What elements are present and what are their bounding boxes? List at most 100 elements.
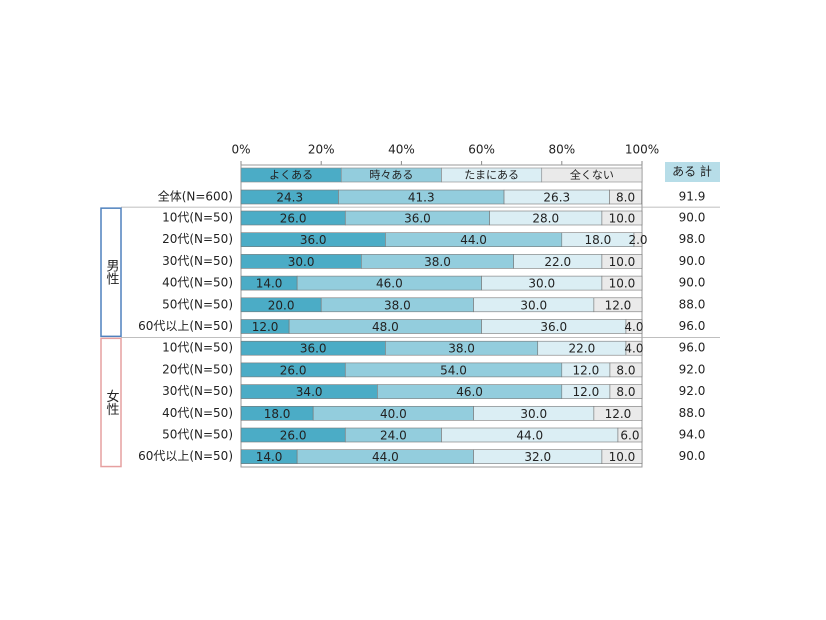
data-label: 44.0 — [372, 450, 399, 464]
data-label: 36.0 — [300, 233, 327, 247]
y-tick-label: 60代以上(N=50) — [138, 319, 233, 333]
data-label: 24.3 — [276, 191, 303, 205]
data-label: 38.0 — [384, 298, 411, 312]
data-label: 22.0 — [544, 255, 571, 269]
bar-segment — [609, 189, 642, 205]
total-value: 90.0 — [679, 211, 706, 225]
legend-label: よくある — [269, 169, 313, 182]
data-label: 12.0 — [573, 363, 600, 377]
total-value: 90.0 — [679, 276, 706, 290]
bar-segment — [593, 405, 643, 421]
data-label: 48.0 — [372, 320, 399, 334]
data-label: 20.0 — [268, 298, 295, 312]
bar-segment — [617, 427, 643, 443]
data-label: 30.0 — [528, 277, 555, 291]
total-value: 88.0 — [679, 406, 706, 420]
data-label: 10.0 — [609, 212, 636, 226]
y-tick-label: 20代(N=50) — [162, 232, 233, 246]
data-label: 54.0 — [440, 363, 467, 377]
y-tick-label: 30代(N=50) — [162, 384, 233, 398]
total-value: 91.9 — [679, 190, 706, 204]
data-label: 46.0 — [456, 385, 483, 399]
group-label: 女性 — [104, 389, 120, 416]
y-tick-label: 40代(N=50) — [162, 276, 233, 290]
data-label: 38.0 — [424, 255, 451, 269]
bar-segment — [593, 297, 643, 313]
data-label: 10.0 — [609, 277, 636, 291]
data-label: 14.0 — [256, 277, 283, 291]
data-label: 12.0 — [605, 407, 632, 421]
data-label: 41.3 — [408, 191, 435, 205]
total-value: 92.0 — [679, 362, 706, 376]
total-value: 96.0 — [679, 341, 706, 355]
data-label: 38.0 — [448, 342, 475, 356]
bar-segment — [601, 449, 643, 465]
bar-segment — [601, 275, 643, 291]
group-label: 男性 — [104, 259, 120, 285]
y-tick-label: 50代(N=50) — [162, 297, 233, 311]
legend-swatch — [541, 167, 643, 183]
y-tick-label: 50代(N=50) — [162, 428, 233, 442]
data-label: 46.0 — [376, 277, 403, 291]
bar-segment — [625, 319, 643, 334]
data-label: 14.0 — [256, 450, 283, 464]
legend-label: たまにある — [464, 169, 519, 182]
data-label: 36.0 — [540, 320, 567, 334]
data-label: 30.0 — [520, 298, 547, 312]
total-value: 98.0 — [679, 232, 706, 246]
total-value: 96.0 — [679, 319, 706, 333]
bar-segment — [609, 384, 643, 399]
data-label: 36.0 — [300, 342, 327, 356]
data-label: 6.0 — [620, 429, 639, 443]
total-value: 94.0 — [679, 428, 706, 442]
data-label: 10.0 — [609, 255, 636, 269]
y-tick-label: 30代(N=50) — [162, 254, 233, 268]
x-tick-label: 0% — [231, 143, 250, 157]
total-value: 90.0 — [679, 449, 706, 463]
x-tick-label: 100% — [625, 143, 659, 157]
data-label: 30.0 — [288, 255, 315, 269]
data-label: 12.0 — [573, 385, 600, 399]
data-label: 30.0 — [520, 407, 547, 421]
data-label: 10.0 — [609, 450, 636, 464]
data-label: 2.0 — [628, 233, 647, 247]
total-value: 88.0 — [679, 297, 706, 311]
data-label: 24.0 — [380, 429, 407, 443]
bar-segment — [601, 210, 643, 226]
data-label: 26.3 — [543, 191, 570, 205]
bar-segment — [625, 340, 643, 356]
data-label: 36.0 — [404, 212, 431, 226]
y-tick-label: 10代(N=50) — [162, 341, 233, 355]
data-label: 8.0 — [616, 363, 635, 377]
bar-segment — [609, 362, 643, 378]
data-label: 44.0 — [516, 429, 543, 443]
plot-frame — [240, 164, 643, 468]
x-tick-label: 80% — [548, 143, 575, 157]
total-header: ある 計 — [672, 164, 712, 179]
data-label: 26.0 — [280, 363, 307, 377]
data-label: 18.0 — [585, 233, 612, 247]
data-label: 28.0 — [532, 212, 559, 226]
data-label: 44.0 — [460, 233, 487, 247]
y-tick-label: 全体(N=600) — [158, 189, 233, 204]
legend-label: 時々ある — [369, 169, 413, 182]
data-label: 12.0 — [252, 320, 279, 334]
x-tick-label: 60% — [468, 143, 495, 157]
data-label: 12.0 — [605, 298, 632, 312]
data-label: 26.0 — [280, 212, 307, 226]
bar-segment — [633, 232, 643, 247]
data-label: 32.0 — [524, 450, 551, 464]
group-box — [100, 337, 122, 468]
data-label: 18.0 — [264, 407, 291, 421]
total-value: 90.0 — [679, 254, 706, 268]
y-tick-label: 60代以上(N=50) — [138, 449, 233, 463]
data-label: 22.0 — [568, 342, 595, 356]
total-value: 92.0 — [679, 384, 706, 398]
data-label: 40.0 — [380, 407, 407, 421]
y-tick-label: 10代(N=50) — [162, 211, 233, 225]
y-tick-label: 20代(N=50) — [162, 362, 233, 376]
total-header-box — [665, 162, 720, 182]
data-label: 26.0 — [280, 429, 307, 443]
data-label: 8.0 — [616, 191, 635, 205]
